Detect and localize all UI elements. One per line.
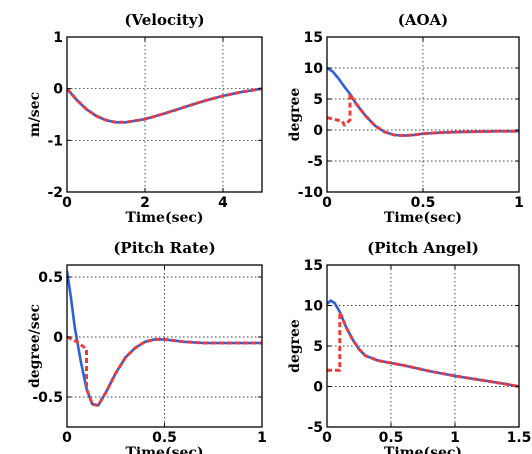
- plot-frame: [66, 36, 263, 193]
- chart-title: (Velocity): [124, 11, 204, 29]
- x-tick-label: 1: [514, 195, 524, 211]
- chart-panel-2: 0 0.5 1 -10 -5 0 5 10 15 (AOA) Time(sec) degree: [287, 11, 524, 226]
- y-axis-label: degree/sec: [27, 304, 43, 388]
- y-tick-label: 0.5: [38, 270, 63, 286]
- chart-panel-3: 0 0.5 1 -0.5 0 0.5 (Pitch Rate) Time(sec) degree…: [27, 239, 267, 454]
- y-tick-label: 0: [53, 82, 63, 98]
- y-tick-label: -0.5: [32, 390, 63, 406]
- x-axis-label: Time(sec): [384, 210, 462, 226]
- x-tick-label: 0.5: [379, 430, 404, 446]
- x-tick-label: 0.5: [411, 195, 436, 211]
- x-tick-label: 0: [322, 430, 332, 446]
- chart-title: (AOA): [398, 11, 449, 29]
- y-tick-label: 10: [304, 61, 324, 77]
- x-tick-label: 2: [140, 195, 150, 211]
- y-tick-label: -5: [307, 154, 323, 170]
- x-axis-label: Time(sec): [125, 210, 203, 226]
- y-tick-label: 1: [53, 30, 63, 46]
- x-tick-label: 4: [218, 195, 228, 211]
- x-axis-label: Time(sec): [384, 445, 462, 454]
- y-tick-label: 0: [53, 330, 63, 346]
- y-axis-label: degree: [287, 88, 303, 142]
- chart-title: (Pitch Angel): [367, 239, 479, 257]
- series-line-red-dashed: [327, 92, 519, 138]
- y-axis-label: m/sec: [27, 92, 43, 137]
- y-tick-label: 0: [313, 380, 323, 396]
- y-tick-label: -2: [47, 185, 63, 201]
- y-tick-label: -1: [47, 133, 63, 149]
- chart-panel-1: 0 2 4 -2 -1 0 1 (Velocity) Time(sec) m/sec: [27, 11, 263, 226]
- x-tick-label: 1.5: [507, 430, 532, 446]
- x-tick-label: 1: [450, 430, 460, 446]
- y-axis-label: degree: [287, 319, 303, 373]
- x-tick-label: 0: [62, 195, 72, 211]
- x-tick-label: 1: [257, 430, 267, 446]
- x-tick-label: 0: [322, 195, 332, 211]
- x-tick-label: 0: [62, 430, 72, 446]
- y-tick-label: 15: [304, 258, 323, 274]
- chart-title: (Pitch Rate): [113, 239, 215, 257]
- y-tick-label: 10: [304, 299, 324, 315]
- y-tick-label: 5: [313, 339, 323, 355]
- series-line-red-dashed: [67, 87, 262, 124]
- y-tick-label: -10: [298, 185, 324, 201]
- series-line-red-dashed: [327, 310, 519, 388]
- x-axis-label: Time(sec): [125, 445, 203, 454]
- series-line-red-dashed: [67, 335, 262, 407]
- y-tick-label: 5: [313, 92, 323, 108]
- y-tick-label: 15: [304, 30, 323, 46]
- x-tick-label: 0.5: [152, 430, 177, 446]
- y-tick-label: 0: [313, 123, 323, 139]
- y-tick-label: -5: [307, 420, 323, 436]
